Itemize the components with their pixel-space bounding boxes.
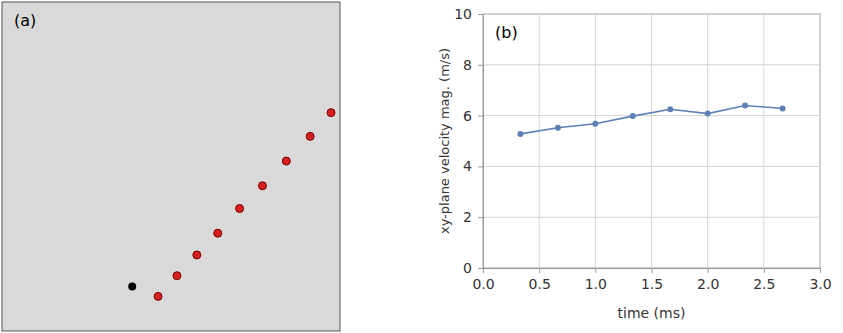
grid-line [483,14,820,15]
panel-label: (b) [495,23,518,42]
axis: 0 2 4 6 8 10 [454,6,483,276]
point [154,292,162,300]
tick-mark [478,166,483,167]
tick-label: 1.5 [641,276,663,292]
point [193,251,201,259]
point [258,182,266,190]
tick: 1.0 [585,268,607,292]
tick-mark [483,268,484,273]
tick-mark [820,268,821,273]
tick-mark [539,268,540,273]
point [592,121,598,127]
grid-line [595,14,596,268]
grid-line [651,14,652,268]
tick-mark [652,268,653,273]
panel: (a) [2,2,340,331]
grid-line [483,115,820,116]
tick-mark [478,268,483,269]
grid-line [483,14,484,268]
tick-label: 6 [463,108,472,124]
tick-mark [595,268,596,273]
point [630,113,636,119]
chart-root: (a) 0.0 0.5 1.0 1.5 2.0 2.5 3.0 0 2 4 6 8 10 (b) time (… [0,0,843,333]
panel: 0.0 0.5 1.0 1.5 2.0 2.5 3.0 0 2 4 6 8 10 (b) time (ms)… [437,6,832,321]
tick-label: 2 [463,209,472,225]
tick: 1.5 [641,268,663,292]
tick-label: 0 [463,260,472,276]
point [236,204,244,212]
data-layer [517,102,785,136]
point [705,111,711,117]
tick-label: 8 [463,57,472,73]
tick: 2 [463,209,483,225]
grid-line [483,64,820,65]
point [555,125,561,131]
tick-label: 1.0 [585,276,607,292]
point [667,106,673,112]
point [214,229,222,237]
point [128,283,136,291]
tick: 0.5 [529,268,551,292]
tick-label: 0.0 [472,276,494,292]
tick-label: 4 [463,158,472,174]
tick-label: 2.0 [697,276,719,292]
grid-line [707,14,708,268]
point [282,157,290,165]
tick: 6 [463,108,483,124]
tick: 4 [463,158,483,174]
axis-title: xy-plane velocity mag. (m/s) [437,48,452,234]
point [327,109,335,117]
axis-line [483,15,484,269]
grid-line [539,14,540,268]
axis-title: time (ms) [618,305,686,321]
tick: 3.0 [809,268,831,292]
grid-line [483,166,820,167]
point [306,132,314,140]
grid-line [763,14,764,268]
point [173,272,181,280]
data-layer [128,109,335,301]
tick-mark [478,65,483,66]
line [520,105,782,133]
tick-mark [478,116,483,117]
tick: 8 [463,57,483,73]
point [742,102,748,108]
plot-frame [2,2,340,331]
axis: 0.0 0.5 1.0 1.5 2.0 2.5 3.0 [472,268,831,292]
plot-frame [483,14,820,268]
grid-line [483,217,820,218]
grid-line [820,14,821,268]
tick: 0.0 [472,268,494,292]
tick-mark [478,14,483,15]
point [780,105,786,111]
grid [483,14,820,268]
panel-label: (a) [14,11,36,30]
tick: 10 [454,6,483,22]
tick: 0 [463,260,483,276]
point [517,131,523,137]
tick-mark [708,268,709,273]
tick-label: 10 [454,6,472,22]
tick-label: 2.5 [753,276,775,292]
tick-mark [478,217,483,218]
tick-label: 3.0 [809,276,831,292]
tick-label: 0.5 [529,276,551,292]
tick: 2.5 [753,268,775,292]
tick: 2.0 [697,268,719,292]
tick-mark [764,268,765,273]
